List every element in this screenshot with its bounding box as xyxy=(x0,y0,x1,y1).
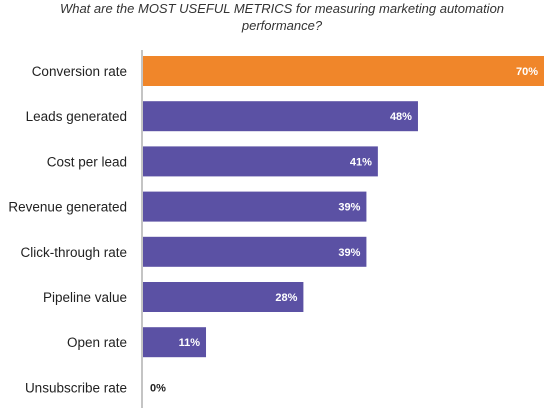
value-label: 11% xyxy=(179,337,201,349)
value-label: 0% xyxy=(150,382,166,394)
bar xyxy=(143,282,304,312)
category-label: Open rate xyxy=(67,335,127,350)
bar xyxy=(143,101,418,132)
bar xyxy=(143,146,378,177)
category-label: Unsubscribe rate xyxy=(25,380,127,395)
value-label: 28% xyxy=(275,292,297,304)
bar xyxy=(143,327,207,358)
category-label: Click-through rate xyxy=(20,245,127,260)
category-label: Conversion rate xyxy=(32,64,127,79)
bar xyxy=(143,236,367,267)
category-label: Cost per lead xyxy=(47,154,127,169)
chart-title-line-1: What are the MOST USEFUL METRICS for mea… xyxy=(60,1,504,16)
value-label: 41% xyxy=(350,156,372,168)
value-label: 48% xyxy=(390,111,412,123)
category-label: Revenue generated xyxy=(8,200,127,215)
value-label: 39% xyxy=(338,202,360,214)
bar xyxy=(143,191,367,222)
value-label: 39% xyxy=(338,247,360,259)
bars-group: Conversion rate 70% Leads generated 48% Cost… xyxy=(8,56,544,395)
category-label: Leads generated xyxy=(26,109,127,124)
category-label: Pipeline value xyxy=(43,290,127,305)
bar xyxy=(143,56,544,86)
value-label: 70% xyxy=(516,66,538,78)
chart-title: What are the MOST USEFUL METRICS for mea… xyxy=(60,1,504,33)
chart-title-line-2: performance? xyxy=(241,18,323,33)
